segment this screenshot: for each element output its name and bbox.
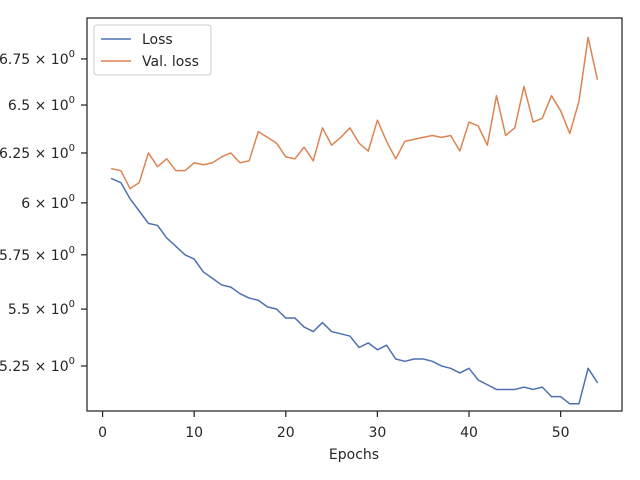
plot-frame <box>86 17 623 412</box>
y-tick-label: 6.5 × 100 <box>8 95 75 114</box>
legend: Loss Val. loss <box>93 24 212 76</box>
series-line-val-loss <box>110 36 599 190</box>
x-tick-label: 0 <box>98 425 107 441</box>
x-axis: 0 10 20 30 40 50 <box>98 411 570 441</box>
x-tick-label: 50 <box>552 425 570 441</box>
y-tick-label: 5.25 × 100 <box>0 356 75 375</box>
legend-box <box>93 24 212 76</box>
legend-label: Val. loss <box>142 54 199 70</box>
y-tick-label: 5.5 × 100 <box>8 299 75 318</box>
x-axis-title: Epochs <box>329 447 379 463</box>
x-tick-label: 40 <box>460 425 478 441</box>
y-tick-label: 6.25 × 100 <box>0 143 75 162</box>
y-axis: 5.25 × 100 5.5 × 100 5.75 × 100 6 × 100 6.25… <box>0 49 87 375</box>
y-tick-label: 6.75 × 100 <box>0 49 75 68</box>
legend-label: Loss <box>142 32 173 48</box>
plot-lines <box>110 36 599 405</box>
x-tick-label: 30 <box>368 425 386 441</box>
y-tick-label: 5.75 × 100 <box>0 245 75 264</box>
x-tick-label: 20 <box>277 425 295 441</box>
x-tick-label: 10 <box>185 425 203 441</box>
series-line-loss <box>110 177 599 405</box>
y-tick-label: 6 × 100 <box>21 193 75 212</box>
